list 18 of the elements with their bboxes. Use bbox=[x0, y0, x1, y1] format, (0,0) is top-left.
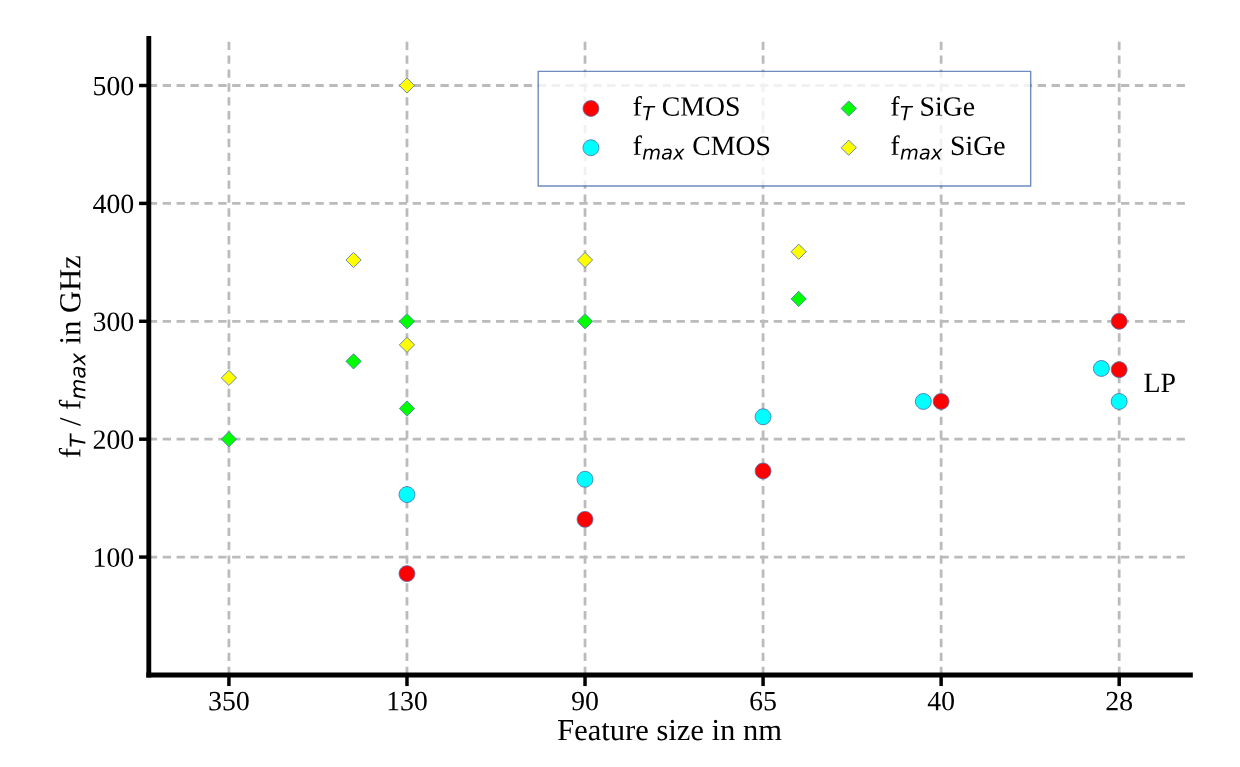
y-axis-title: f$_{T}$ / f$_{max}$ in GHz bbox=[58, 256, 86, 458]
x-tick-label: 350 bbox=[209, 691, 249, 711]
y-tick-label: 500 bbox=[94, 76, 134, 96]
y-tick-label: 200 bbox=[93, 430, 134, 450]
x-tick-label: 28 bbox=[1106, 691, 1133, 711]
legend-label: f$_{T}$ SiGe bbox=[891, 96, 975, 121]
y-tick-label: 100 bbox=[94, 548, 134, 567]
x-tick-label: 130 bbox=[388, 691, 427, 711]
legend-label: f$_{max}$ SiGe bbox=[891, 135, 1005, 160]
legend-label: f$_{T}$ CMOS bbox=[633, 96, 739, 121]
x-axis-title: Feature size in nm bbox=[558, 719, 782, 741]
legend-label: f$_{max}$ CMOS bbox=[633, 135, 770, 160]
text: LP bbox=[1144, 373, 1175, 392]
x-tick-label: 90 bbox=[572, 691, 598, 711]
y-tick-label: 300 bbox=[93, 312, 134, 332]
x-tick-label: 40 bbox=[927, 691, 954, 711]
x-tick-label: 65 bbox=[750, 691, 776, 711]
y-tick-label: 400 bbox=[93, 194, 134, 214]
